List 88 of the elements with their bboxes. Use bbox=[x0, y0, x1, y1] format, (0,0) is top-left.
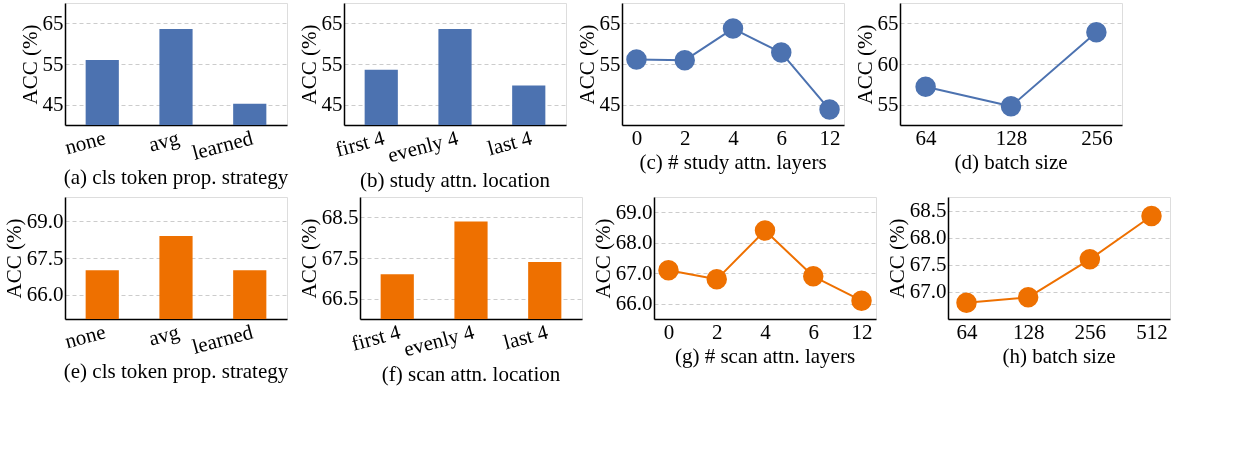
y-axis-title: ACC (%) bbox=[574, 24, 599, 105]
y-axis-title: ACC (%) bbox=[1, 218, 26, 299]
x-tick-label: 12 bbox=[851, 319, 873, 344]
x-tick-label: 2 bbox=[711, 319, 723, 344]
x-tick-label: 256 bbox=[1074, 319, 1107, 344]
x-tick-label: 128 bbox=[995, 125, 1028, 150]
x-tick-label: learned bbox=[189, 319, 256, 359]
x-tick-label: 64 bbox=[956, 319, 978, 344]
y-tick-label: 66.5 bbox=[321, 286, 359, 311]
point bbox=[1017, 287, 1039, 308]
text: (g) # scan attn. layers bbox=[674, 344, 856, 368]
y-tick-label: 66.0 bbox=[26, 282, 64, 307]
x-tick-label: avg bbox=[146, 125, 183, 157]
y-tick-label: 66.0 bbox=[615, 291, 653, 316]
x-tick-label: 6 bbox=[808, 319, 820, 344]
x-tick-label: 12 bbox=[819, 125, 841, 150]
y-axis-title: ACC (%) bbox=[17, 24, 42, 105]
point bbox=[754, 220, 776, 241]
y-tick-label: 69.0 bbox=[615, 199, 653, 224]
y-tick-label: 67.5 bbox=[909, 252, 947, 277]
y-tick-label: 65 bbox=[321, 10, 343, 35]
x-tick-label: 0 bbox=[663, 319, 675, 344]
point bbox=[706, 269, 727, 290]
point bbox=[722, 18, 744, 39]
text: (b) study attn. location bbox=[359, 167, 551, 192]
y-tick-label: 69.0 bbox=[26, 208, 64, 233]
point bbox=[626, 49, 647, 70]
y-tick-label: 65 bbox=[42, 10, 64, 35]
point bbox=[1000, 96, 1022, 117]
y-tick-label: 55 bbox=[599, 51, 621, 76]
y-tick-label: 68.5 bbox=[321, 204, 359, 229]
x-tick-label: evenly 4 bbox=[385, 125, 462, 168]
y-tick-label: 55 bbox=[42, 51, 64, 76]
point bbox=[915, 76, 936, 97]
point bbox=[1141, 205, 1162, 227]
y-tick-label: 68.5 bbox=[909, 198, 947, 223]
point bbox=[819, 99, 840, 120]
y-axis-title: ACC (%) bbox=[884, 218, 909, 299]
y-tick-label: 67.5 bbox=[26, 245, 64, 270]
x-tick-label: 64 bbox=[915, 125, 938, 150]
y-tick-label: 67.0 bbox=[615, 260, 653, 285]
point bbox=[803, 266, 824, 287]
y-tick-label: 55 bbox=[321, 51, 343, 76]
y-tick-label: 65 bbox=[599, 10, 621, 35]
point bbox=[956, 292, 977, 313]
x-tick-label: 4 bbox=[760, 319, 772, 344]
text: (e) cls token prop. strategy bbox=[63, 359, 289, 384]
x-tick-label: none bbox=[62, 319, 108, 354]
point bbox=[674, 50, 695, 71]
point bbox=[771, 42, 792, 63]
x-tick-label: last 4 bbox=[484, 125, 535, 161]
y-tick-label: 55 bbox=[877, 92, 899, 117]
y-axis-title: ACC (%) bbox=[296, 218, 321, 299]
y-tick-label: 68.0 bbox=[615, 230, 653, 255]
text: (a) cls token prop. strategy bbox=[63, 165, 289, 190]
x-tick-label: none bbox=[62, 125, 108, 160]
y-tick-label: 67.0 bbox=[909, 279, 947, 304]
x-tick-label: 0 bbox=[631, 125, 643, 150]
x-tick-label: 128 bbox=[1012, 319, 1045, 344]
text: (h) batch size bbox=[1002, 344, 1116, 368]
text: (d) batch size bbox=[954, 150, 1068, 174]
x-tick-label: 512 bbox=[1136, 319, 1168, 344]
x-tick-label: first 4 bbox=[332, 125, 388, 162]
y-axis-title: ACC (%) bbox=[296, 24, 321, 105]
point bbox=[658, 259, 679, 281]
y-tick-label: 45 bbox=[42, 92, 64, 117]
point bbox=[1086, 22, 1107, 43]
text: (f) scan attn. location bbox=[381, 361, 561, 386]
point bbox=[851, 290, 872, 311]
x-tick-label: last 4 bbox=[500, 319, 551, 355]
x-tick-label: 256 bbox=[1081, 125, 1113, 150]
x-tick-label: learned bbox=[189, 125, 256, 165]
y-axis-title: ACC (%) bbox=[590, 218, 615, 299]
text: (c) # study attn. layers bbox=[639, 150, 827, 174]
y-tick-label: 67.5 bbox=[321, 245, 359, 270]
x-tick-label: first 4 bbox=[348, 319, 404, 356]
point bbox=[1079, 249, 1101, 270]
y-axis-title: ACC (%) bbox=[852, 24, 877, 105]
x-tick-label: avg bbox=[146, 319, 183, 351]
x-tick-label: 2 bbox=[679, 125, 691, 150]
y-tick-label: 45 bbox=[321, 92, 343, 117]
y-tick-label: 65 bbox=[877, 10, 899, 35]
x-tick-label: evenly 4 bbox=[401, 319, 478, 362]
x-tick-label: 6 bbox=[776, 125, 788, 150]
x-tick-label: 4 bbox=[728, 125, 740, 150]
y-tick-label: 60 bbox=[877, 51, 899, 76]
y-tick-label: 45 bbox=[599, 92, 621, 117]
y-tick-label: 68.0 bbox=[909, 225, 947, 250]
